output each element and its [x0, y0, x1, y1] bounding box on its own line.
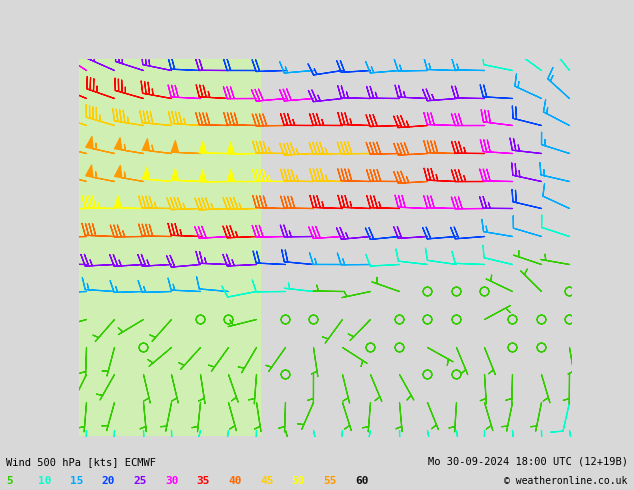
Text: 45: 45: [260, 476, 273, 486]
Text: 5: 5: [6, 476, 13, 486]
Text: Mo 30-09-2024 18:00 UTC (12+19B): Mo 30-09-2024 18:00 UTC (12+19B): [428, 457, 628, 466]
Text: © weatheronline.co.uk: © weatheronline.co.uk: [504, 476, 628, 486]
Text: 40: 40: [228, 476, 242, 486]
Bar: [79, 59, 261, 436]
Text: 55: 55: [323, 476, 337, 486]
Text: 10: 10: [38, 476, 51, 486]
Text: 25: 25: [133, 476, 146, 486]
Text: 35: 35: [197, 476, 210, 486]
Text: Wind 500 hPa [kts] ECMWF: Wind 500 hPa [kts] ECMWF: [6, 457, 157, 466]
Text: 60: 60: [355, 476, 368, 486]
Text: 50: 50: [292, 476, 305, 486]
Text: 30: 30: [165, 476, 178, 486]
Text: 15: 15: [70, 476, 83, 486]
Text: 20: 20: [101, 476, 115, 486]
